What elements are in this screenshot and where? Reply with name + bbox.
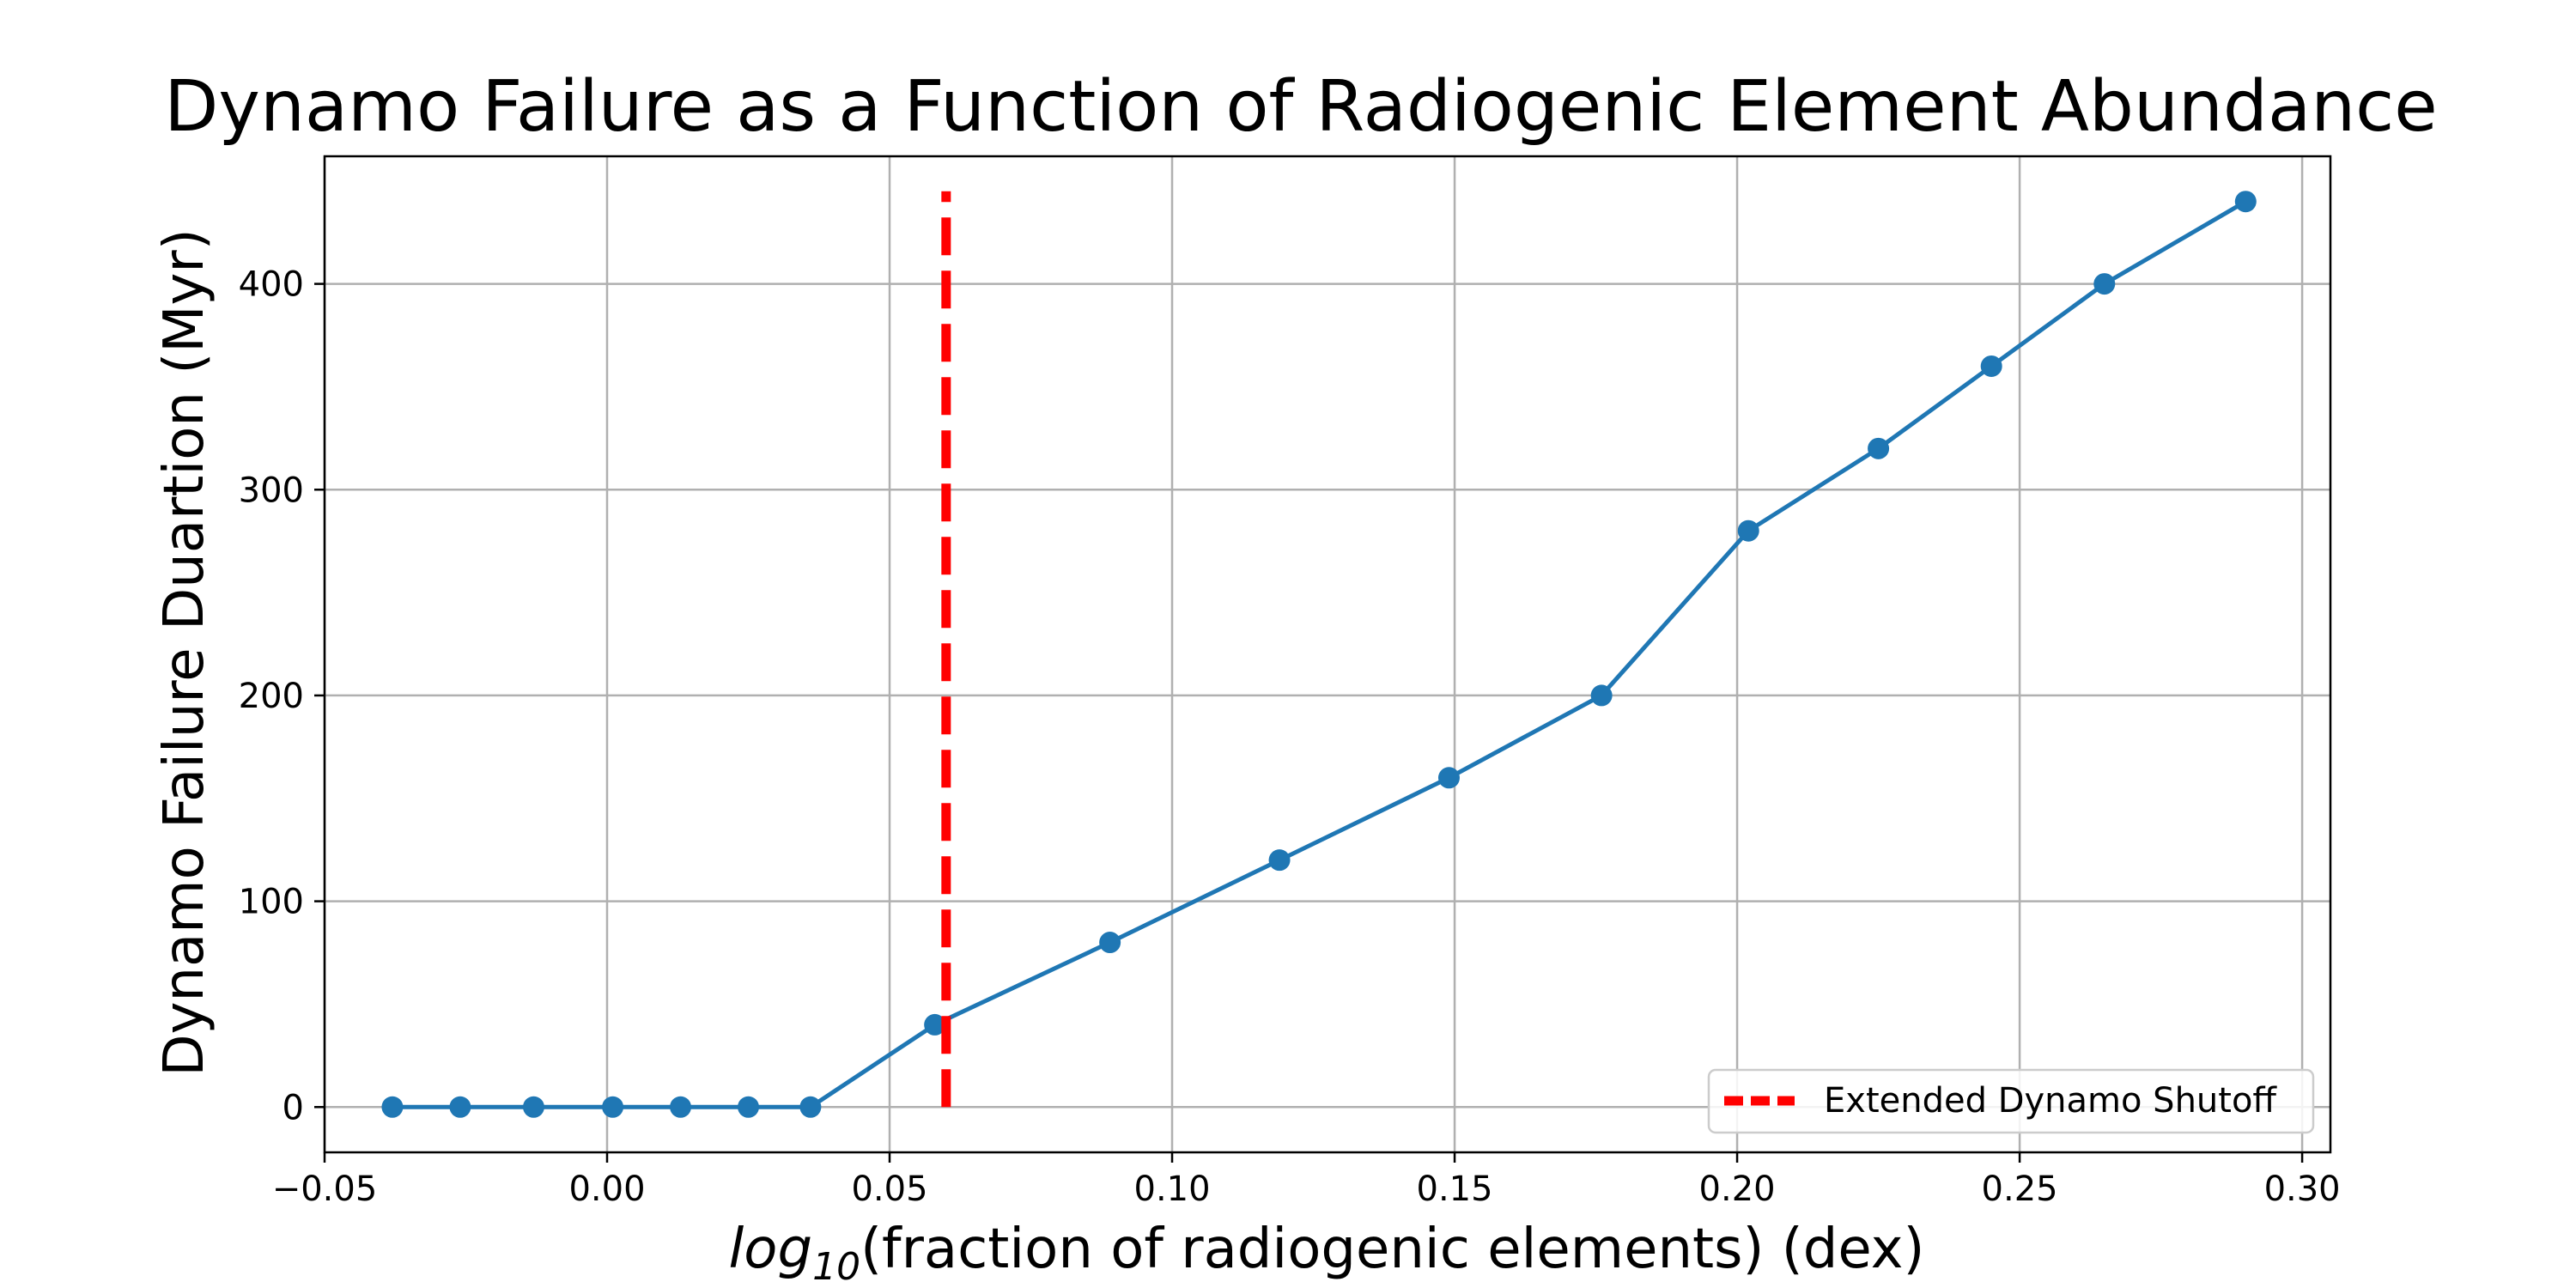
x-tick-label: 0.10: [1134, 1170, 1211, 1209]
data-point: [522, 1096, 544, 1118]
legend-box: [1707, 1068, 2315, 1134]
x-tick-label: 0.05: [851, 1170, 927, 1209]
plot-area-frame: [323, 155, 2332, 1154]
data-point: [1590, 684, 1613, 707]
data-point: [2234, 191, 2257, 213]
data-point: [1980, 355, 2002, 377]
y-tick-label: 0: [283, 1088, 304, 1127]
x-axis-label-rest: (fraction of radiogenic elements) (dex): [860, 1218, 1924, 1281]
x-axis-ticks: −0.05 0.00 0.05 0.10 0.15 0.20 0.25 0.30: [272, 1152, 2341, 1209]
y-tick-label: 300: [239, 471, 304, 510]
x-axis-label-log: log: [729, 1218, 813, 1281]
x-tick-label: −0.05: [272, 1170, 378, 1209]
data-point: [799, 1096, 822, 1118]
legend-label: Extended Dynamo Shutoff: [1824, 1081, 2277, 1121]
data-point: [381, 1096, 404, 1118]
data-point: [670, 1096, 692, 1118]
data-point: [924, 1013, 946, 1036]
data-point: [602, 1096, 624, 1118]
legend: Extended Dynamo Shutoff: [1707, 1068, 2315, 1134]
x-tick-label: 0.25: [1982, 1170, 2058, 1209]
data-point: [1099, 932, 1121, 954]
x-axis-label-subscript: 10: [812, 1245, 860, 1288]
y-tick-label: 200: [239, 677, 304, 716]
x-tick-label: 0.00: [568, 1170, 645, 1209]
data-point: [1868, 437, 1890, 459]
y-tick-label: 100: [239, 883, 304, 922]
y-axis-ticks: 0 100 200 300 400: [239, 265, 325, 1127]
x-tick-label: 0.30: [2264, 1170, 2341, 1209]
x-axis-label: log10(fraction of radiogenic elements) (…: [729, 1218, 1925, 1288]
series-layer: [381, 191, 2257, 1118]
data-point: [1268, 849, 1291, 872]
data-point: [738, 1096, 760, 1118]
data-point: [449, 1096, 471, 1118]
data-point: [2093, 273, 2116, 295]
data-point: [1437, 767, 1460, 789]
y-tick-label: 400: [239, 265, 304, 305]
x-tick-label: 0.15: [1417, 1170, 1493, 1209]
data-point: [1737, 519, 1759, 542]
x-tick-label: 0.20: [1699, 1170, 1776, 1209]
chart-title: Dynamo Failure as a Function of Radiogen…: [164, 66, 2437, 148]
y-axis-label: Dynamo Failure Duartion (Myr): [153, 228, 216, 1076]
